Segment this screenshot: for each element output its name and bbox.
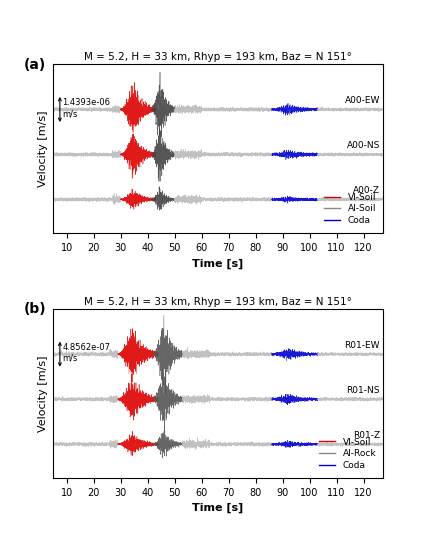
Text: (a): (a) xyxy=(23,57,46,71)
Text: A00-Z: A00-Z xyxy=(353,186,380,195)
Text: A00-NS: A00-NS xyxy=(346,141,380,150)
Legend: VI-Soil, Al-Soil, Coda: VI-Soil, Al-Soil, Coda xyxy=(323,191,378,227)
Title: M = 5.2, H = 33 km, Rhyp = 193 km, Baz = N 151°: M = 5.2, H = 33 km, Rhyp = 193 km, Baz =… xyxy=(84,297,352,307)
Text: 1.4393e-06
m/s: 1.4393e-06 m/s xyxy=(62,98,110,118)
Legend: VI-Soil, Al-Rock, Coda: VI-Soil, Al-Rock, Coda xyxy=(317,436,378,471)
X-axis label: Time [s]: Time [s] xyxy=(192,503,244,513)
Text: 4.8562e-07
m/s: 4.8562e-07 m/s xyxy=(62,343,110,363)
Text: (b): (b) xyxy=(23,302,46,316)
Text: R01-Z: R01-Z xyxy=(353,431,380,440)
Text: R01-EW: R01-EW xyxy=(344,341,380,350)
Text: R01-NS: R01-NS xyxy=(346,386,380,395)
Title: M = 5.2, H = 33 km, Rhyp = 193 km, Baz = N 151°: M = 5.2, H = 33 km, Rhyp = 193 km, Baz =… xyxy=(84,52,352,62)
Y-axis label: Velocity [m/s]: Velocity [m/s] xyxy=(37,355,48,432)
Text: A00-EW: A00-EW xyxy=(344,96,380,105)
X-axis label: Time [s]: Time [s] xyxy=(192,258,244,268)
Y-axis label: Velocity [m/s]: Velocity [m/s] xyxy=(37,111,48,187)
